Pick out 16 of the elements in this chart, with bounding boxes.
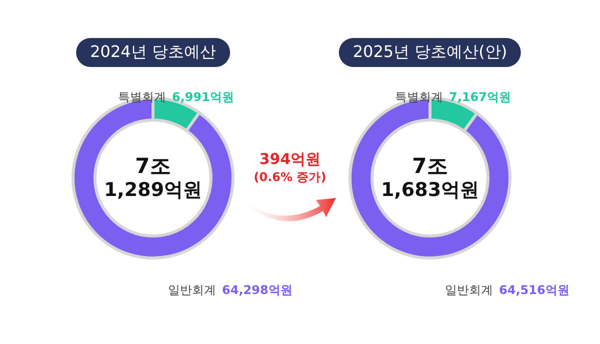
slice-label: 일반회계: [168, 283, 216, 297]
text: (0.6% 증가): [254, 169, 326, 186]
text: 394억원: [258, 150, 322, 169]
data-label: 64,516억원: [499, 283, 570, 297]
data-label: 7,167억원: [449, 90, 511, 104]
text: 1,683억원: [380, 179, 480, 202]
slice-label: 특별회계: [395, 90, 443, 104]
text: 7조: [134, 154, 172, 180]
slice-label: 일반회계: [445, 283, 493, 297]
text: 1,289억원: [104, 179, 202, 202]
text: 7조: [411, 154, 449, 180]
data-label: 6,991억원: [172, 90, 234, 104]
data-label: 64,298억원: [222, 283, 292, 297]
slice-label: 특별회계: [118, 90, 166, 104]
chart-title: 2025년 당초예산(안): [338, 38, 522, 67]
chart-title: 2024년 당초예산: [76, 38, 230, 67]
